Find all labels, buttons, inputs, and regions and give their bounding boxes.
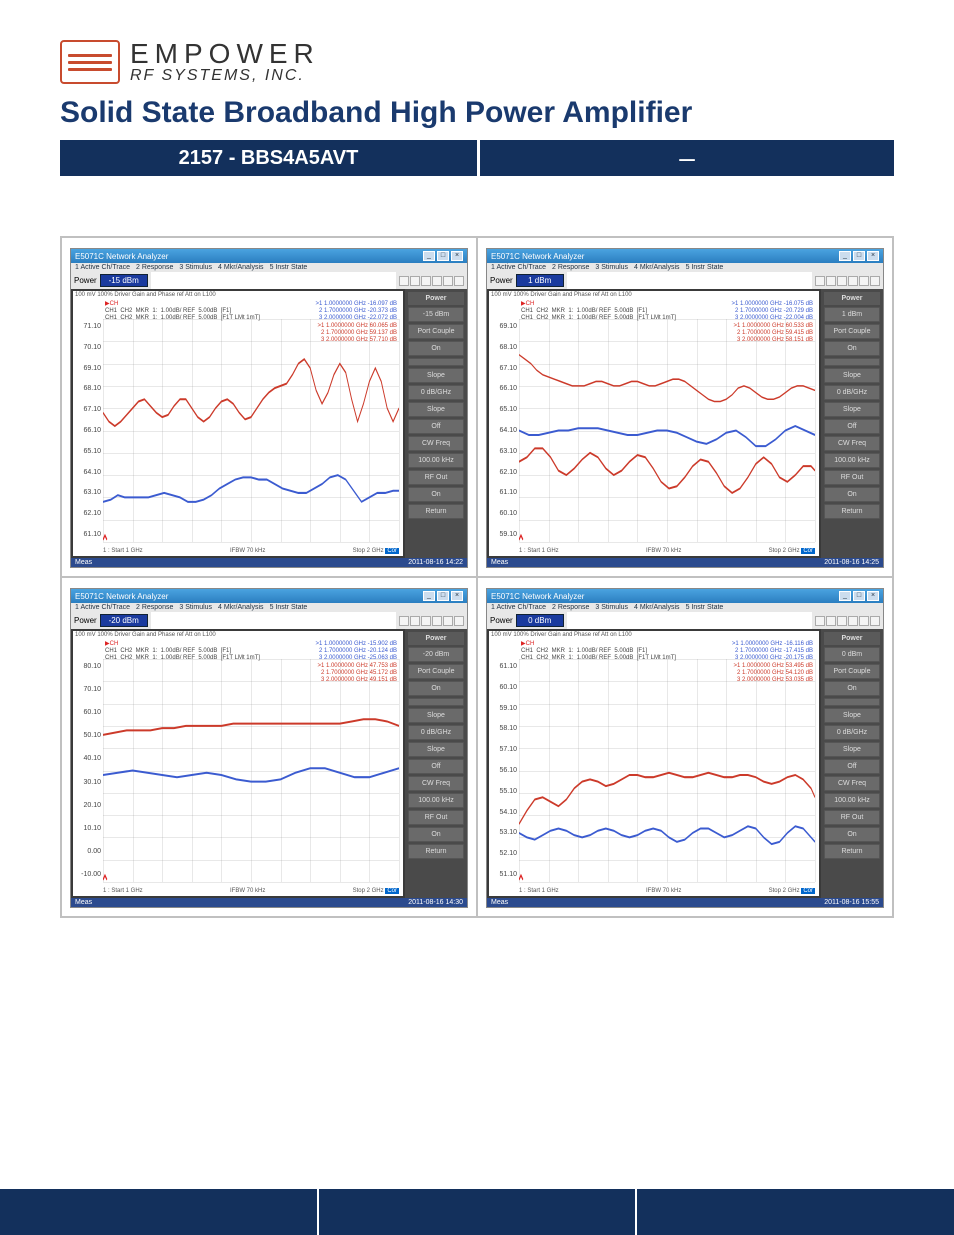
analyzer-body: 100 mV 100% Driver Gain and Phase ref At… — [71, 289, 467, 558]
window-controls: _ □ × — [423, 591, 463, 601]
model-bar: 2157 - BBS4A5AVT – — [60, 140, 894, 176]
window-titlebar: E5071C Network Analyzer _ □ × — [71, 589, 467, 603]
maximize-icon[interactable]: □ — [853, 591, 865, 601]
minimize-icon[interactable]: _ — [423, 591, 435, 601]
x-axis-labels: 1 : Start 1 GHzIFBW 70 kHzStop 2 GHz Cor — [103, 888, 399, 894]
window-title: E5071C Network Analyzer — [491, 252, 584, 261]
window-titlebar: E5071C Network Analyzer _ □ × — [487, 589, 883, 603]
close-icon[interactable]: × — [867, 591, 879, 601]
x-axis-labels: 1 : Start 1 GHzIFBW 70 kHzStop 2 GHz Cor — [519, 548, 815, 554]
window-title: E5071C Network Analyzer — [75, 592, 168, 601]
y-axis-labels: 80.1070.1060.1050.1040.1030.1020.1010.10… — [75, 659, 103, 882]
plot-subtitle: 100 mV 100% Driver Gain and Phase ref At… — [491, 632, 632, 638]
close-icon[interactable]: × — [451, 251, 463, 261]
window-controls: _ □ × — [839, 251, 879, 261]
analyzer-cell: E5071C Network Analyzer _ □ × 1 Active C… — [477, 237, 893, 577]
analyzer-menu[interactable]: 1 Active Ch/Trace2 Response3 Stimulus4 M… — [487, 603, 883, 612]
analyzer-cell: E5071C Network Analyzer _ □ × 1 Active C… — [477, 577, 893, 917]
power-input[interactable] — [100, 614, 148, 627]
power-input[interactable] — [100, 274, 148, 287]
analyzer-window: E5071C Network Analyzer _ □ × 1 Active C… — [486, 588, 884, 908]
plot-subtitle: 100 mV 100% Driver Gain and Phase ref At… — [75, 632, 216, 638]
window-titlebar: E5071C Network Analyzer _ □ × — [71, 249, 467, 263]
analyzer-footer: Meas2011-08-16 14:25 — [487, 558, 883, 567]
power-input[interactable] — [516, 614, 564, 627]
toolbar-icons[interactable] — [396, 272, 467, 289]
y-axis-labels: 61.1060.1059.1058.1057.1056.1055.1054.10… — [491, 659, 519, 882]
analyzer-body: 100 mV 100% Driver Gain and Phase ref At… — [71, 629, 467, 898]
close-icon[interactable]: × — [451, 591, 463, 601]
analyzer-cell: E5071C Network Analyzer _ □ × 1 Active C… — [61, 577, 477, 917]
logo-top: EMPOWER — [130, 40, 320, 68]
analyzer-menu[interactable]: 1 Active Ch/Trace2 Response3 Stimulus4 M… — [71, 603, 467, 612]
toolbar-icons[interactable] — [396, 612, 467, 629]
plot-area: 100 mV 100% Driver Gain and Phase ref At… — [73, 631, 403, 896]
window-controls: _ □ × — [423, 251, 463, 261]
power-control: Power — [487, 272, 567, 289]
analyzer-footer: Meas2011-08-16 14:22 — [71, 558, 467, 567]
logo-mark-icon — [60, 40, 120, 84]
maximize-icon[interactable]: □ — [437, 591, 449, 601]
plot-traces — [103, 319, 399, 542]
plot-area: 100 mV 100% Driver Gain and Phase ref At… — [73, 291, 403, 556]
minimize-icon[interactable]: _ — [423, 251, 435, 261]
x-axis-labels: 1 : Start 1 GHzIFBW 70 kHzStop 2 GHz Cor — [519, 888, 815, 894]
page: EMPOWER RF SYSTEMS, INC. Solid State Bro… — [0, 0, 954, 918]
close-icon[interactable]: × — [867, 251, 879, 261]
analyzer-body: 100 mV 100% Driver Gain and Phase ref At… — [487, 289, 883, 558]
logo-text: EMPOWER RF SYSTEMS, INC. — [130, 40, 320, 84]
power-control: Power — [71, 272, 151, 289]
analyzer-window: E5071C Network Analyzer _ □ × 1 Active C… — [70, 248, 468, 568]
analyzer-footer: Meas2011-08-16 14:30 — [71, 898, 467, 907]
analyzer-footer: Meas2011-08-16 15:55 — [487, 898, 883, 907]
window-controls: _ □ × — [839, 591, 879, 601]
logo-bottom: RF SYSTEMS, INC. — [130, 68, 320, 84]
analyzer-menu[interactable]: 1 Active Ch/Trace2 Response3 Stimulus4 M… — [71, 263, 467, 272]
x-axis-labels: 1 : Start 1 GHzIFBW 70 kHzStop 2 GHz Cor — [103, 548, 399, 554]
side-panel[interactable]: Power-15 dBmPort CoupleOnSlope0 dB/GHzSl… — [405, 289, 467, 558]
analyzer-window: E5071C Network Analyzer _ □ × 1 Active C… — [486, 248, 884, 568]
toolbar-icons[interactable] — [812, 272, 883, 289]
analyzer-window: E5071C Network Analyzer _ □ × 1 Active C… — [70, 588, 468, 908]
analyzer-menu[interactable]: 1 Active Ch/Trace2 Response3 Stimulus4 M… — [487, 263, 883, 272]
analyzer-cell: E5071C Network Analyzer _ □ × 1 Active C… — [61, 237, 477, 577]
minimize-icon[interactable]: _ — [839, 591, 851, 601]
plot-area: 100 mV 100% Driver Gain and Phase ref At… — [489, 631, 819, 896]
maximize-icon[interactable]: □ — [853, 251, 865, 261]
y-axis-labels: 69.1068.1067.1066.1065.1064.1063.1062.10… — [491, 319, 519, 542]
analyzer-body: 100 mV 100% Driver Gain and Phase ref At… — [487, 629, 883, 898]
plot-traces — [103, 659, 399, 882]
power-input[interactable] — [516, 274, 564, 287]
plot-area: 100 mV 100% Driver Gain and Phase ref At… — [489, 291, 819, 556]
page-title: Solid State Broadband High Power Amplifi… — [60, 96, 894, 130]
window-title: E5071C Network Analyzer — [491, 592, 584, 601]
power-control: Power — [71, 612, 151, 629]
plot-traces — [519, 659, 815, 882]
minimize-icon[interactable]: _ — [839, 251, 851, 261]
side-panel[interactable]: Power-20 dBmPort CoupleOnSlope0 dB/GHzSl… — [405, 629, 467, 898]
toolbar-icons[interactable] — [812, 612, 883, 629]
maximize-icon[interactable]: □ — [437, 251, 449, 261]
plot-subtitle: 100 mV 100% Driver Gain and Phase ref At… — [75, 292, 216, 298]
power-control: Power — [487, 612, 567, 629]
screenshot-grid: E5071C Network Analyzer _ □ × 1 Active C… — [60, 236, 894, 918]
page-footer — [0, 1189, 954, 1235]
plot-traces — [519, 319, 815, 542]
model-bar-right: – — [477, 140, 894, 176]
plot-subtitle: 100 mV 100% Driver Gain and Phase ref At… — [491, 292, 632, 298]
side-panel[interactable]: Power0 dBmPort CoupleOnSlope0 dB/GHzSlop… — [821, 629, 883, 898]
side-panel[interactable]: Power1 dBmPort CoupleOnSlope0 dB/GHzSlop… — [821, 289, 883, 558]
window-titlebar: E5071C Network Analyzer _ □ × — [487, 249, 883, 263]
y-axis-labels: 71.1070.1069.1068.1067.1066.1065.1064.10… — [75, 319, 103, 542]
model-number: 2157 - BBS4A5AVT — [60, 140, 477, 176]
window-title: E5071C Network Analyzer — [75, 252, 168, 261]
company-logo: EMPOWER RF SYSTEMS, INC. — [60, 40, 894, 84]
